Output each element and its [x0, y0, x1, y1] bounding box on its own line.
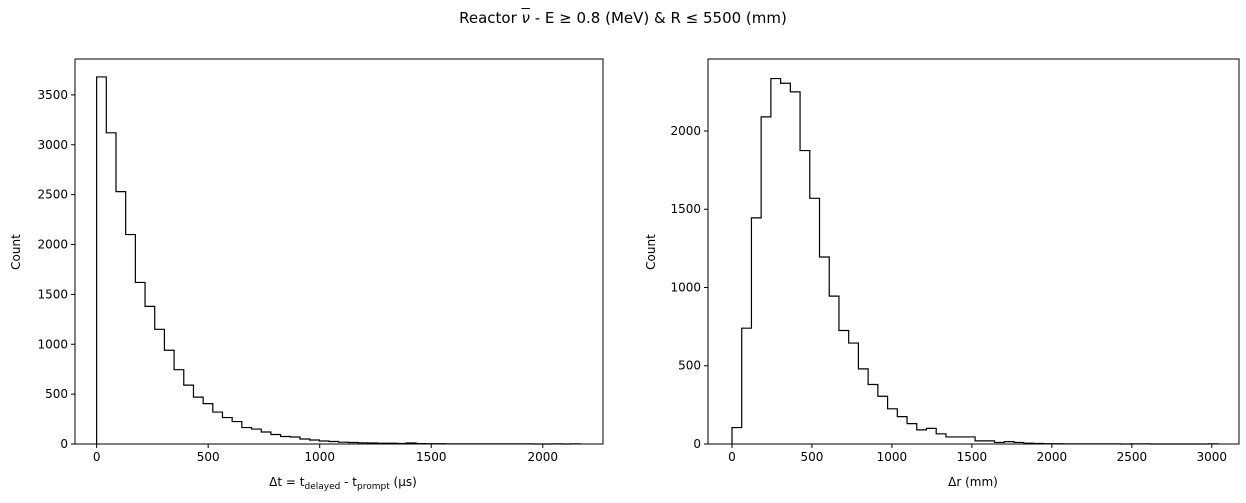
delta-t-y-tick-label: 2500	[37, 188, 68, 202]
delta-t-histogram-step	[96, 76, 582, 445]
delta-t-x-axis-label: Δt = tdelayed - tprompt (μs)	[269, 475, 417, 492]
delta-t-x-tick-label: 1000	[304, 450, 335, 464]
delta-r-x-tick-label: 2500	[1117, 450, 1148, 464]
delta-t-y-tick-label: 2000	[37, 238, 68, 252]
delta-r-x-tick-label: 0	[728, 450, 736, 464]
delta-t-y-tick-label: 3000	[37, 138, 68, 152]
delta-r-axes-frame	[707, 58, 1240, 445]
delta-r-x-tick-label: 1000	[877, 450, 908, 464]
delta-t-y-tick-label: 0	[60, 437, 68, 451]
delta-r-x-axis-label: Δr (mm)	[948, 475, 998, 489]
delta-r-y-tick-label: 2000	[670, 124, 701, 138]
delta-r-y-tick-label: 500	[678, 359, 701, 373]
delta-t-y-tick-label: 500	[45, 387, 68, 401]
delta-t-axes-frame	[74, 58, 604, 445]
delta-t-x-tick-label: 1500	[416, 450, 447, 464]
delta-r-histogram-step	[731, 77, 1219, 445]
delta-r-x-tick-label: 500	[801, 450, 824, 464]
figure-title: Reactor ν - E ≥ 0.8 (MeV) & R ≤ 5500 (mm…	[459, 9, 787, 27]
delta-t-y-axis-label: Count	[9, 234, 23, 270]
delta-r-y-tick-label: 1500	[670, 202, 701, 216]
delta-r-histogram-panel: Δr (mm) Count 0 500 1000 1500 2000 2500 3000 0 5…	[644, 58, 1240, 489]
delta-r-y-axis-label: Count	[644, 234, 658, 270]
delta-r-x-tick-label: 3000	[1197, 450, 1228, 464]
delta-t-y-tick-label: 1500	[37, 287, 68, 301]
delta-t-x-tick-label: 500	[197, 450, 220, 464]
delta-r-y-tick-label: 1000	[670, 280, 701, 294]
delta-t-y-tick-label: 3500	[37, 88, 68, 102]
delta-r-x-tick-label: 2000	[1037, 450, 1068, 464]
delta-t-y-tick-label: 1000	[37, 337, 68, 351]
delta-r-y-tick-label: 0	[693, 437, 701, 451]
delta-t-x-tick-label: 0	[93, 450, 101, 464]
delta-r-x-tick-label: 1500	[957, 450, 988, 464]
nu-bar-symbol: ν	[521, 9, 530, 27]
delta-t-x-tick-label: 2000	[527, 450, 558, 464]
delta-t-histogram-panel: Δt = tdelayed - tprompt (μs) Count 0 500 1…	[9, 58, 604, 492]
